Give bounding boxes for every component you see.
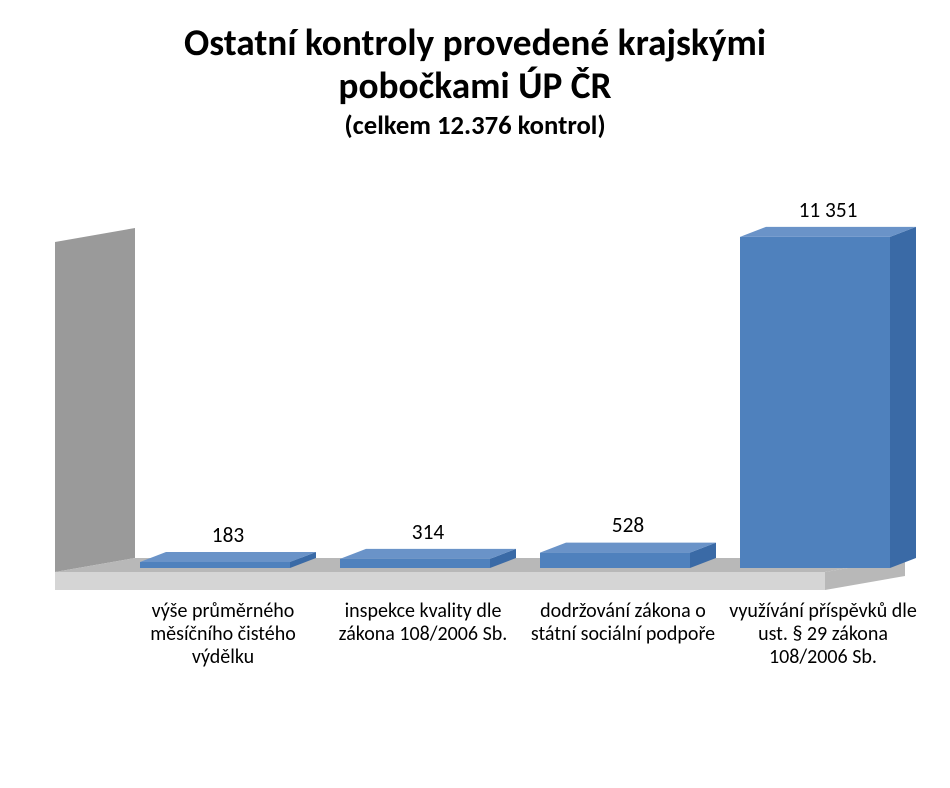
value-label: 528	[530, 512, 726, 538]
value-label: 11 351	[730, 197, 926, 223]
bar-top	[540, 542, 716, 552]
bar-top	[340, 549, 516, 559]
value-label: 314	[330, 519, 526, 545]
chart-subtitle: (celkem 12.376 kontrol)	[0, 110, 950, 142]
bar-front	[540, 552, 690, 567]
category-label: využívání příspěvků dle ust. § 29 zákona…	[720, 600, 926, 669]
left-wall	[55, 172, 905, 632]
category-label: inspekce kvality dle zákona 108/2006 Sb.	[320, 600, 526, 646]
bar-top	[740, 227, 916, 237]
chart-area: 183 výše průměrného měsíčního čistého výd…	[0, 142, 950, 780]
bar-front	[340, 559, 490, 568]
bar-top	[140, 552, 316, 562]
bar-front	[140, 562, 290, 568]
bar-front	[740, 237, 890, 568]
category-label: dodržování zákona o státní sociální podp…	[520, 600, 726, 646]
category-label: výše průměrného měsíčního čistého výdělk…	[120, 600, 326, 669]
floor-front	[55, 572, 825, 590]
value-label: 183	[130, 522, 326, 548]
bar-side	[890, 227, 916, 568]
chart-title: Ostatní kontroly provedené krajskými pob…	[0, 0, 950, 108]
plot-region: 183výše průměrného měsíčního čistého výd…	[55, 172, 905, 572]
